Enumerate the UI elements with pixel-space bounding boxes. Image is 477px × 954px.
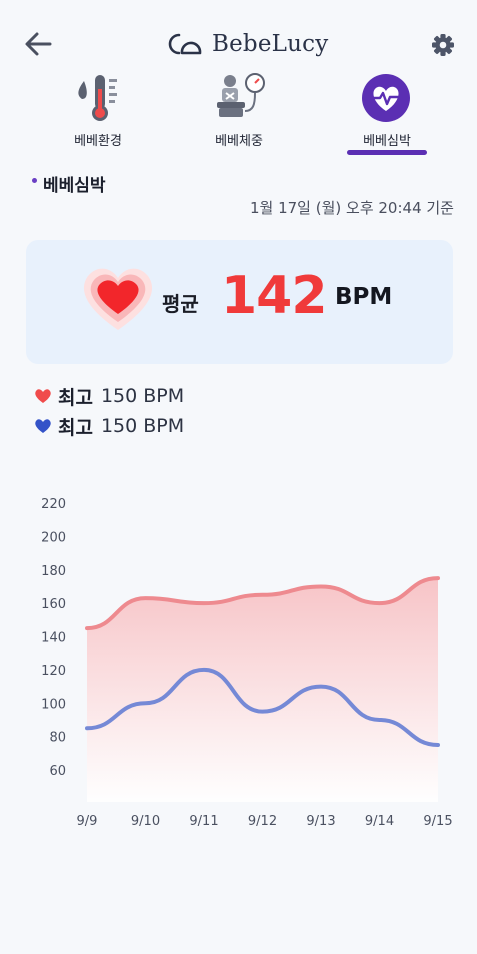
series-area-fill — [87, 578, 438, 802]
blue-heart-icon — [35, 419, 51, 433]
app-name: BebeLucy — [212, 31, 329, 57]
y-tick-label: 100 — [41, 697, 66, 712]
y-tick-label: 160 — [41, 597, 66, 612]
baby-scale-icon — [217, 73, 265, 117]
y-tick-label: 220 — [41, 497, 66, 512]
red-heart-icon — [35, 389, 51, 403]
tab-environment[interactable]: 베베환경 — [43, 68, 153, 160]
stat-label: 최고 — [58, 416, 93, 439]
y-tick-label: 120 — [41, 664, 66, 679]
active-tab-indicator — [347, 150, 427, 155]
average-label: 평균 — [162, 292, 199, 316]
x-tick-label: 9/10 — [131, 814, 160, 829]
logo-icon — [168, 33, 202, 55]
series-area — [87, 578, 438, 802]
heart-rate-chart: 60 80 100 120 140 160 180 200 220 9/9 9/10 9/11 9/1… — [41, 497, 453, 829]
section-title: 베베심박 — [32, 171, 106, 196]
max-stat-high: 최고 150 BPM — [34, 384, 185, 409]
y-tick-label: 140 — [41, 631, 66, 646]
heart-icon — [83, 268, 153, 330]
heartbeat-icon — [362, 74, 410, 122]
max-stat-low: 최고 150 BPM — [34, 414, 185, 439]
back-arrow-icon[interactable] — [20, 26, 56, 62]
x-tick-label: 9/13 — [306, 814, 335, 829]
gear-icon[interactable] — [428, 30, 458, 60]
series-lines — [85, 576, 440, 747]
x-tick-label: 9/12 — [248, 814, 277, 829]
average-unit: BPM — [335, 284, 393, 310]
tab-label: 베베심박 — [363, 134, 411, 149]
x-tick-label: 9/9 — [77, 814, 98, 829]
measurement-timestamp: 1월 17일 (월) 오후 20:44 기준 — [249, 199, 454, 217]
y-tick-label: 200 — [41, 530, 66, 545]
tab-heartbeat[interactable]: 베베심박 — [332, 68, 442, 160]
app-header: BebeLucy — [0, 0, 477, 84]
x-tick-label: 9/14 — [365, 814, 394, 829]
x-tick-label: 9/15 — [423, 814, 452, 829]
bullet-dot — [32, 178, 37, 183]
stat-value: 150 BPM — [100, 385, 185, 407]
thermometer-icon — [78, 75, 117, 121]
average-card: 평균 142 BPM — [26, 240, 453, 364]
x-axis: 9/9 9/10 9/11 9/12 9/13 9/14 9/15 — [77, 814, 453, 829]
tab-bar: 베베환경 베베체중 베베심박 — [0, 68, 477, 160]
stat-value: 150 BPM — [100, 415, 185, 437]
y-tick-label: 60 — [49, 764, 66, 779]
section-title-text: 베베심박 — [43, 176, 106, 196]
tab-label: 베베환경 — [74, 134, 122, 149]
y-tick-label: 80 — [49, 731, 66, 746]
tab-weight[interactable]: 베베체중 — [184, 68, 294, 160]
app-logo: BebeLucy — [166, 26, 328, 62]
tab-label: 베베체중 — [215, 134, 263, 149]
average-value: 142 — [221, 266, 328, 326]
series-line-0 — [85, 576, 440, 631]
stat-label: 최고 — [58, 386, 93, 409]
series-line-1 — [85, 667, 440, 747]
y-tick-label: 180 — [41, 564, 66, 579]
y-axis: 60 80 100 120 140 160 180 200 220 — [41, 497, 66, 779]
x-tick-label: 9/11 — [189, 814, 218, 829]
